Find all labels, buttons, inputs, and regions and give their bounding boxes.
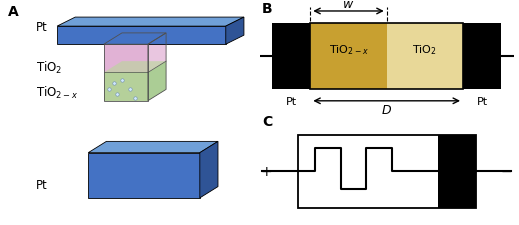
- Text: A: A: [8, 4, 19, 18]
- Text: D: D: [382, 103, 391, 116]
- Polygon shape: [57, 27, 226, 45]
- Polygon shape: [88, 153, 200, 198]
- Bar: [310, 24, 463, 89]
- Text: Pt: Pt: [36, 178, 48, 191]
- Polygon shape: [88, 142, 218, 153]
- Polygon shape: [104, 45, 148, 73]
- Text: B: B: [262, 2, 272, 16]
- Bar: [438, 135, 475, 208]
- Polygon shape: [200, 142, 218, 198]
- Text: w: w: [344, 0, 353, 11]
- Polygon shape: [104, 62, 166, 73]
- Polygon shape: [148, 34, 166, 73]
- Polygon shape: [57, 18, 244, 27]
- Text: −: −: [501, 164, 513, 178]
- Bar: [298, 135, 475, 208]
- Bar: [272, 24, 310, 89]
- Polygon shape: [226, 18, 244, 45]
- Polygon shape: [148, 62, 166, 101]
- Polygon shape: [104, 73, 148, 101]
- Text: C: C: [262, 115, 272, 129]
- Text: TiO$_{2-x}$: TiO$_{2-x}$: [36, 84, 78, 100]
- Text: TiO$_2$: TiO$_2$: [413, 43, 437, 57]
- Bar: [463, 24, 501, 89]
- Polygon shape: [104, 34, 166, 45]
- Text: +: +: [261, 164, 272, 178]
- Text: TiO$_2$: TiO$_2$: [36, 59, 63, 76]
- Bar: [310, 24, 387, 89]
- Text: Pt: Pt: [286, 96, 297, 106]
- Text: Pt: Pt: [36, 20, 48, 34]
- Bar: [387, 24, 463, 89]
- Text: TiO$_{2-x}$: TiO$_{2-x}$: [329, 43, 368, 57]
- Text: Pt: Pt: [476, 96, 487, 106]
